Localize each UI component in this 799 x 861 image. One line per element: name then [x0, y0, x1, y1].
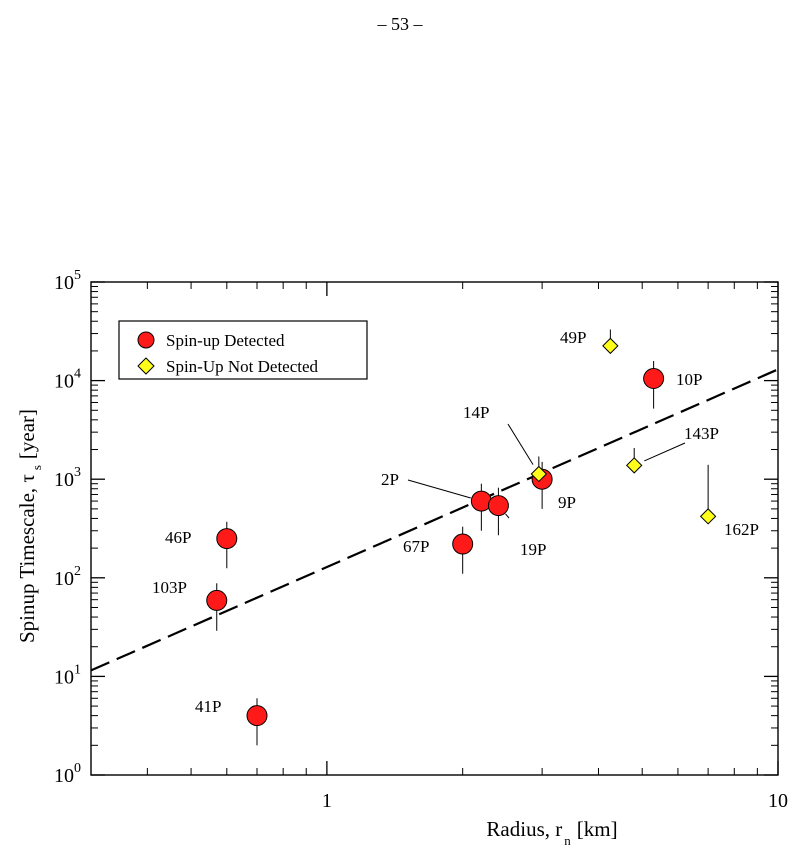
point-label: 103P	[152, 578, 187, 597]
leader-lines	[407, 423, 686, 519]
y-tick-label: 105	[54, 268, 81, 294]
legend-circle-marker	[137, 331, 155, 349]
point-label: 9P	[558, 493, 576, 512]
leader-line	[507, 423, 534, 465]
point-label: 49P	[560, 328, 586, 347]
x-axis-title-sub: n	[564, 833, 571, 848]
point-label: 2P	[381, 470, 399, 489]
data-point-circle	[246, 705, 268, 727]
point-label: 41P	[195, 697, 221, 716]
data-point-circle	[452, 533, 474, 555]
point-labels: 46P 103P 41P 67P 2P 19P 9P 10P 49P 14P 143P 162P	[152, 328, 759, 716]
x-tick-label: 10	[768, 790, 788, 812]
y-tick-label: 101	[54, 662, 81, 688]
leader-line	[407, 479, 471, 499]
plot-frame	[90, 281, 779, 776]
data-point-diamond	[699, 508, 717, 525]
legend-label-detected: Spin-up Detected	[166, 331, 285, 350]
y-tick-label: 104	[54, 367, 81, 393]
x-axis-title: Radius, r n [km]	[486, 817, 617, 848]
y-axis-title-sub: s	[29, 465, 44, 470]
y-tick-label: 102	[54, 564, 81, 590]
minor-ticks	[90, 282, 778, 775]
leader-line	[505, 513, 510, 519]
point-label: 67P	[403, 537, 429, 556]
y-axis-title: Spinup Timescale, τ s [year]	[15, 409, 44, 643]
y-axis-title-main: Spinup Timescale, τ	[15, 474, 39, 643]
fit-line	[90, 368, 779, 672]
data-point-circle	[216, 528, 238, 550]
x-tick-label: 1	[322, 790, 332, 812]
data-point-diamond	[530, 465, 548, 483]
legend-label-not-detected: Spin-Up Not Detected	[166, 357, 319, 376]
legend: Spin-up Detected Spin-Up Not Detected	[118, 320, 368, 380]
point-label: 162P	[724, 520, 759, 539]
point-label: 14P	[463, 403, 489, 422]
point-label: 19P	[520, 540, 546, 559]
data-point-circle	[643, 368, 665, 390]
point-label: 46P	[165, 528, 191, 547]
y-tick-label: 100	[54, 761, 81, 787]
leader-line	[644, 442, 686, 462]
data-markers	[206, 337, 717, 727]
data-point-circle	[206, 589, 228, 611]
point-label: 10P	[676, 370, 702, 389]
data-point-diamond	[602, 337, 619, 355]
tick-labels: 1 10 100 101 102 103 104 105	[54, 268, 788, 812]
y-tick-label: 103	[54, 465, 81, 491]
point-label: 143P	[684, 424, 719, 443]
legend-box	[118, 320, 368, 380]
x-axis-title-main: Radius, r	[486, 817, 562, 841]
legend-diamond-marker	[137, 357, 155, 375]
data-point-diamond	[625, 457, 643, 474]
page-number: – 53 –	[377, 14, 424, 34]
x-axis-title-unit: [km]	[577, 817, 618, 841]
y-axis-title-unit: [year]	[15, 409, 39, 459]
data-point-circle	[487, 495, 509, 517]
spinup-chart: 1 10 100 101 102 103 104 105 46P 103P 41P 67P 2P 19P…	[15, 268, 788, 848]
